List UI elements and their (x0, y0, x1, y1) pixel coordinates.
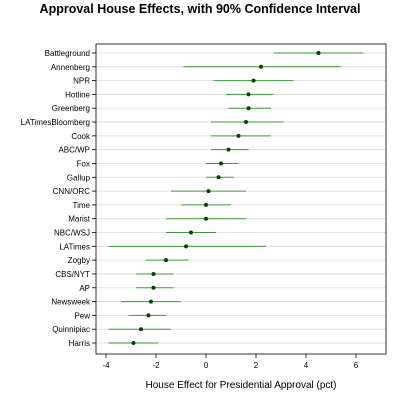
plot-frame (95, 43, 387, 355)
pollster-label: AP (79, 284, 90, 293)
pollster-label: NPR (73, 77, 90, 86)
x-tick-label: 6 (354, 361, 359, 370)
pollster-label: Marist (68, 215, 91, 224)
x-tick-label: 0 (204, 361, 209, 370)
estimate-point (316, 51, 321, 55)
pollster-label: Newsweek (51, 298, 91, 307)
pollster-label: Annenberg (51, 63, 90, 72)
x-axis-label: House Effect for Presidential Approval (… (145, 380, 337, 391)
estimate-point (216, 175, 221, 180)
x-tick-label: 4 (304, 361, 309, 370)
x-tick-label: 2 (254, 361, 259, 370)
point-layer (131, 51, 321, 345)
pollster-label: Battleground (45, 49, 90, 58)
estimate-point (219, 161, 223, 166)
pollster-label: ABC/WP (58, 146, 90, 155)
estimate-point (189, 230, 193, 235)
pollster-label: Harris (69, 339, 90, 348)
estimate-point (226, 147, 231, 152)
estimate-point (246, 92, 251, 97)
pollster-label: Fox (77, 159, 90, 168)
pollster-label: CNN/ORC (53, 187, 91, 196)
estimate-point (131, 341, 136, 345)
pollster-label: LATimes (59, 242, 90, 251)
estimate-point (139, 327, 143, 332)
x-axis: -4 -2 0 2 4 6 (102, 354, 359, 370)
grid-layer (96, 52, 386, 344)
x-tick-label: -4 (102, 361, 110, 370)
estimate-point (236, 133, 241, 138)
pollster-label: Pew (74, 311, 90, 320)
pollster-labels: Battleground Annenberg NPR Hotline Greenberg… (21, 49, 96, 348)
estimate-point (246, 106, 251, 111)
chart-title: Approval House Effects, with 90% Confide… (39, 2, 361, 16)
estimate-point (151, 271, 156, 276)
pollster-label: Greenberg (52, 104, 90, 113)
estimate-point (259, 64, 263, 69)
pollster-label: Cook (71, 132, 91, 141)
estimate-point (149, 299, 153, 304)
estimate-point (206, 189, 211, 194)
pollster-label: CBS/NYT (55, 270, 90, 279)
pollster-label: Quinnipiac (52, 325, 90, 334)
pollster-label: Hotline (65, 90, 90, 99)
estimate-point (164, 258, 168, 263)
estimate-point (251, 78, 256, 83)
estimate-point (204, 202, 208, 207)
estimate-point (244, 120, 248, 125)
estimate-point (204, 216, 208, 221)
pollster-label: Time (73, 201, 91, 210)
pollster-label: LATimesBloomberg (21, 118, 90, 127)
interval-layer (108, 52, 364, 344)
estimate-point (151, 285, 156, 290)
pollster-label: Zogby (68, 256, 90, 265)
estimate-point (184, 244, 188, 249)
pollster-label: NBC/WSJ (54, 229, 90, 238)
pollster-label: Gallup (67, 173, 91, 182)
x-tick-label: -2 (152, 361, 160, 370)
estimate-point (146, 313, 151, 318)
